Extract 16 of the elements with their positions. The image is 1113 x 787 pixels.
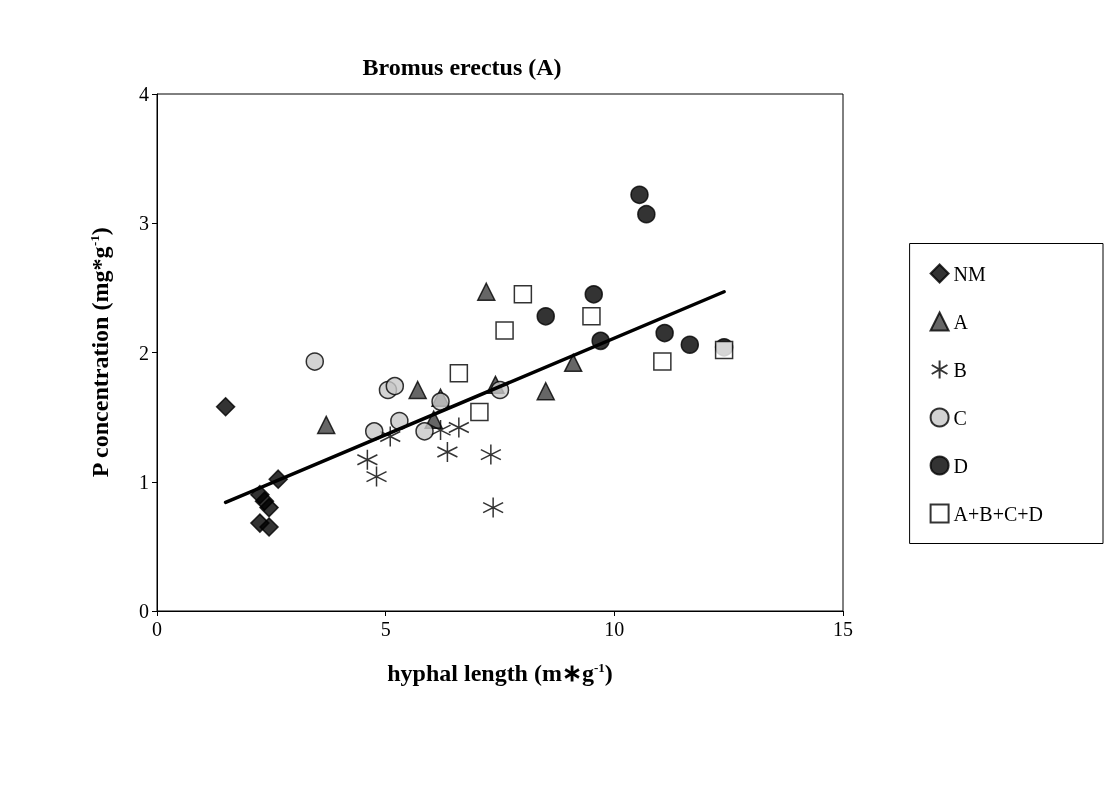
legend-label: B <box>953 358 967 381</box>
x-tick-label: 15 <box>833 618 853 640</box>
y-axis-title: P concentration (mg*g-1) <box>87 227 113 478</box>
legend-label: A+B+C+D <box>953 502 1043 525</box>
legend-label: D <box>953 454 969 477</box>
y-tick-label: 1 <box>139 470 149 493</box>
x-tick-label: 10 <box>604 618 625 640</box>
y-tick-label: 2 <box>139 341 149 364</box>
x-tick-label: 5 <box>380 618 391 640</box>
legend-label: NM <box>953 262 987 285</box>
y-tick-label: 4 <box>139 83 149 105</box>
chart-title: Bromus erectus (A) <box>362 54 562 80</box>
y-tick-label: 3 <box>139 212 149 235</box>
legend-label: C <box>953 406 967 429</box>
y-tick-label: 0 <box>139 600 149 622</box>
legend-label: A <box>953 310 969 333</box>
